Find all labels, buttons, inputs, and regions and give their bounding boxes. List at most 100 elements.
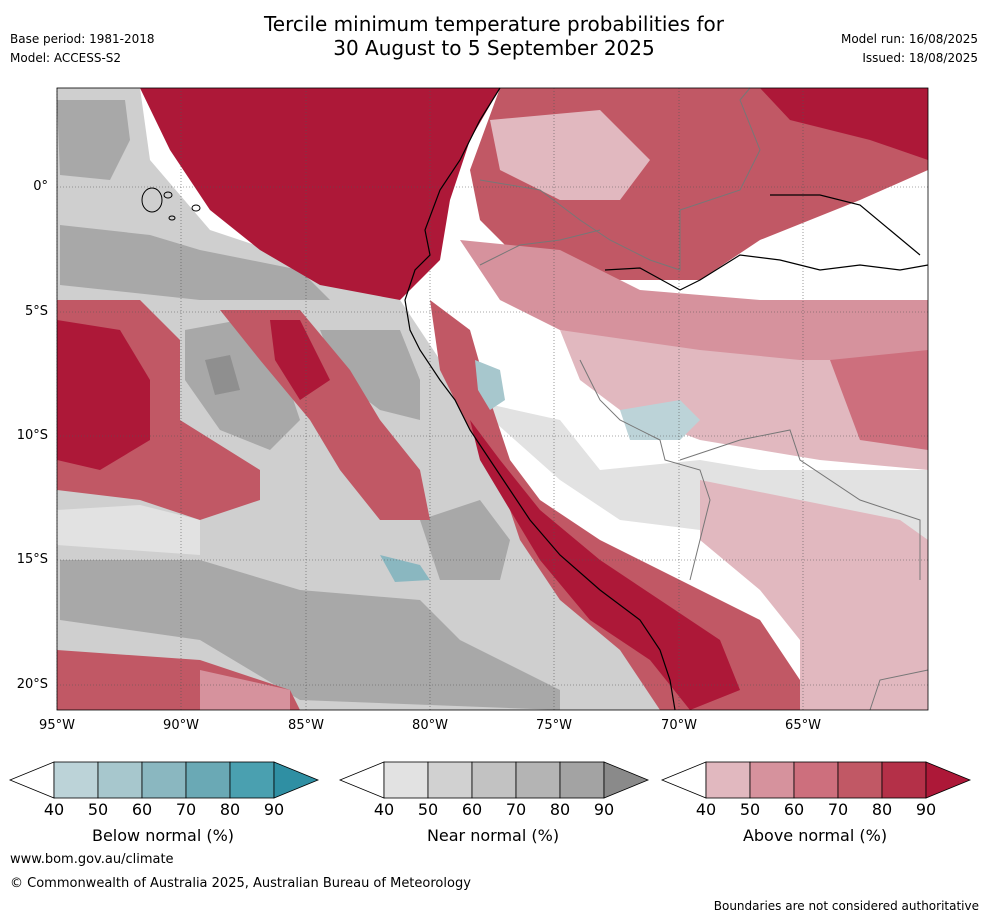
above-colorbar-segment	[837, 761, 883, 799]
near-colorbar-max-extend	[603, 761, 650, 799]
lat-label: 0°	[33, 179, 48, 194]
above-colorbar-tick: 70	[827, 800, 849, 819]
below-colorbar-segment	[97, 761, 143, 799]
below-colorbar-segment	[185, 761, 231, 799]
graticule	[56, 88, 928, 710]
country-border	[679, 429, 921, 580]
country-border	[579, 359, 711, 581]
near-colorbar-tick: 70	[505, 800, 527, 819]
above-normal-region	[220, 310, 430, 520]
below-colorbar-tick: 60	[131, 800, 153, 819]
lat-label: 20°S	[16, 677, 48, 692]
above-normal-region	[430, 300, 800, 710]
above-colorbar-tick: 80	[871, 800, 893, 819]
lon-label: 95°W	[39, 718, 75, 733]
below-colorbar-segment	[229, 761, 275, 799]
near-colorbar-segment	[383, 761, 429, 799]
above-normal-region	[57, 320, 150, 470]
below-colorbar-min-extend	[8, 761, 55, 799]
lat-label: 10°S	[16, 428, 48, 443]
above-colorbar-min-extend	[660, 761, 707, 799]
title-line-2: 30 August to 5 September 2025	[333, 36, 655, 60]
above-normal-label: Above normal (%)	[742, 826, 888, 845]
near-normal-region	[320, 330, 420, 420]
above-colorbar-max-extend	[925, 761, 972, 799]
copyright-text: © Commonwealth of Australia 2025, Austra…	[10, 876, 471, 891]
above-normal-region	[470, 420, 740, 710]
lon-label: 75°W	[536, 718, 572, 733]
galapagos-islands	[141, 187, 201, 221]
map-frame	[56, 87, 929, 711]
above-normal-region	[490, 110, 650, 200]
lon-label: 90°W	[163, 718, 199, 733]
website-link[interactable]: www.bom.gov.au/climate	[10, 852, 174, 867]
near-colorbar-tick: 80	[549, 800, 571, 819]
near-colorbar-segment	[559, 761, 605, 799]
below-colorbar-max-extend	[273, 761, 320, 799]
map-fields	[57, 88, 928, 710]
near-normal-region	[60, 560, 560, 710]
disclaimer-text: Boundaries are not considered authoritat…	[713, 899, 979, 913]
lon-label: 70°W	[661, 718, 697, 733]
below-normal-region	[380, 555, 430, 582]
map-title: Tercile minimum temperature probabilitie…	[0, 12, 988, 60]
near-colorbar-tick: 40	[373, 800, 395, 819]
above-normal-region	[460, 240, 928, 370]
amazon-river	[770, 194, 921, 256]
above-colorbar-tick: 60	[783, 800, 805, 819]
below-colorbar-tick: 70	[175, 800, 197, 819]
near-normal-region	[57, 100, 130, 180]
above-colorbar-segment	[749, 761, 795, 799]
model-text: Model: ACCESS-S2	[10, 51, 122, 65]
near-colorbar-tick: 90	[593, 800, 615, 819]
colorbar-below	[8, 761, 320, 799]
near-normal-label: Near normal (%)	[426, 826, 560, 845]
model-run-text: Model run: 16/08/2025	[840, 32, 978, 46]
near-normal-region	[60, 225, 330, 300]
country-border	[479, 229, 601, 266]
issued-text: Issued: 18/08/2025	[862, 51, 978, 65]
below-colorbar-tick: 80	[219, 800, 241, 819]
near-colorbar-segment	[427, 761, 473, 799]
below-normal-region	[475, 360, 505, 410]
amazon-river	[604, 254, 929, 291]
colorbar-above	[660, 761, 972, 799]
near-colorbar-segment	[471, 761, 517, 799]
country-border	[479, 87, 761, 271]
above-normal-region	[270, 320, 330, 400]
below-colorbar-tick: 50	[87, 800, 109, 819]
title-line-1: Tercile minimum temperature probabilitie…	[263, 12, 725, 36]
below-colorbar-tick: 40	[43, 800, 65, 819]
base-period-text: Base period: 1981-2018	[10, 32, 155, 46]
near-normal-region	[205, 355, 240, 395]
coastline	[404, 87, 676, 711]
above-colorbar-tick: 90	[915, 800, 937, 819]
lat-label: 5°S	[24, 304, 48, 319]
lon-label: 85°W	[288, 718, 324, 733]
below-normal-label: Below normal (%)	[91, 826, 235, 845]
above-normal-region	[760, 88, 928, 160]
lon-label: 65°W	[785, 718, 821, 733]
above-normal-region	[700, 480, 928, 710]
near-normal-region	[57, 505, 200, 555]
lat-label: 15°S	[16, 552, 48, 567]
above-colorbar-segment	[881, 761, 927, 799]
above-normal-region	[140, 88, 500, 300]
above-normal-region	[200, 670, 290, 710]
above-normal-region	[830, 350, 928, 450]
below-colorbar-tick: 90	[263, 800, 285, 819]
colorbar-near	[338, 761, 650, 799]
below-colorbar-segment	[141, 761, 187, 799]
above-colorbar-segment	[705, 761, 751, 799]
below-colorbar-segment	[53, 761, 99, 799]
near-colorbar-tick: 60	[461, 800, 483, 819]
lon-label: 80°W	[412, 718, 448, 733]
country-border	[869, 669, 929, 711]
near-colorbar-min-extend	[338, 761, 385, 799]
near-normal-region	[420, 500, 510, 580]
above-colorbar-tick: 50	[739, 800, 761, 819]
above-colorbar-segment	[793, 761, 839, 799]
above-colorbar-tick: 40	[695, 800, 717, 819]
near-colorbar-segment	[515, 761, 561, 799]
